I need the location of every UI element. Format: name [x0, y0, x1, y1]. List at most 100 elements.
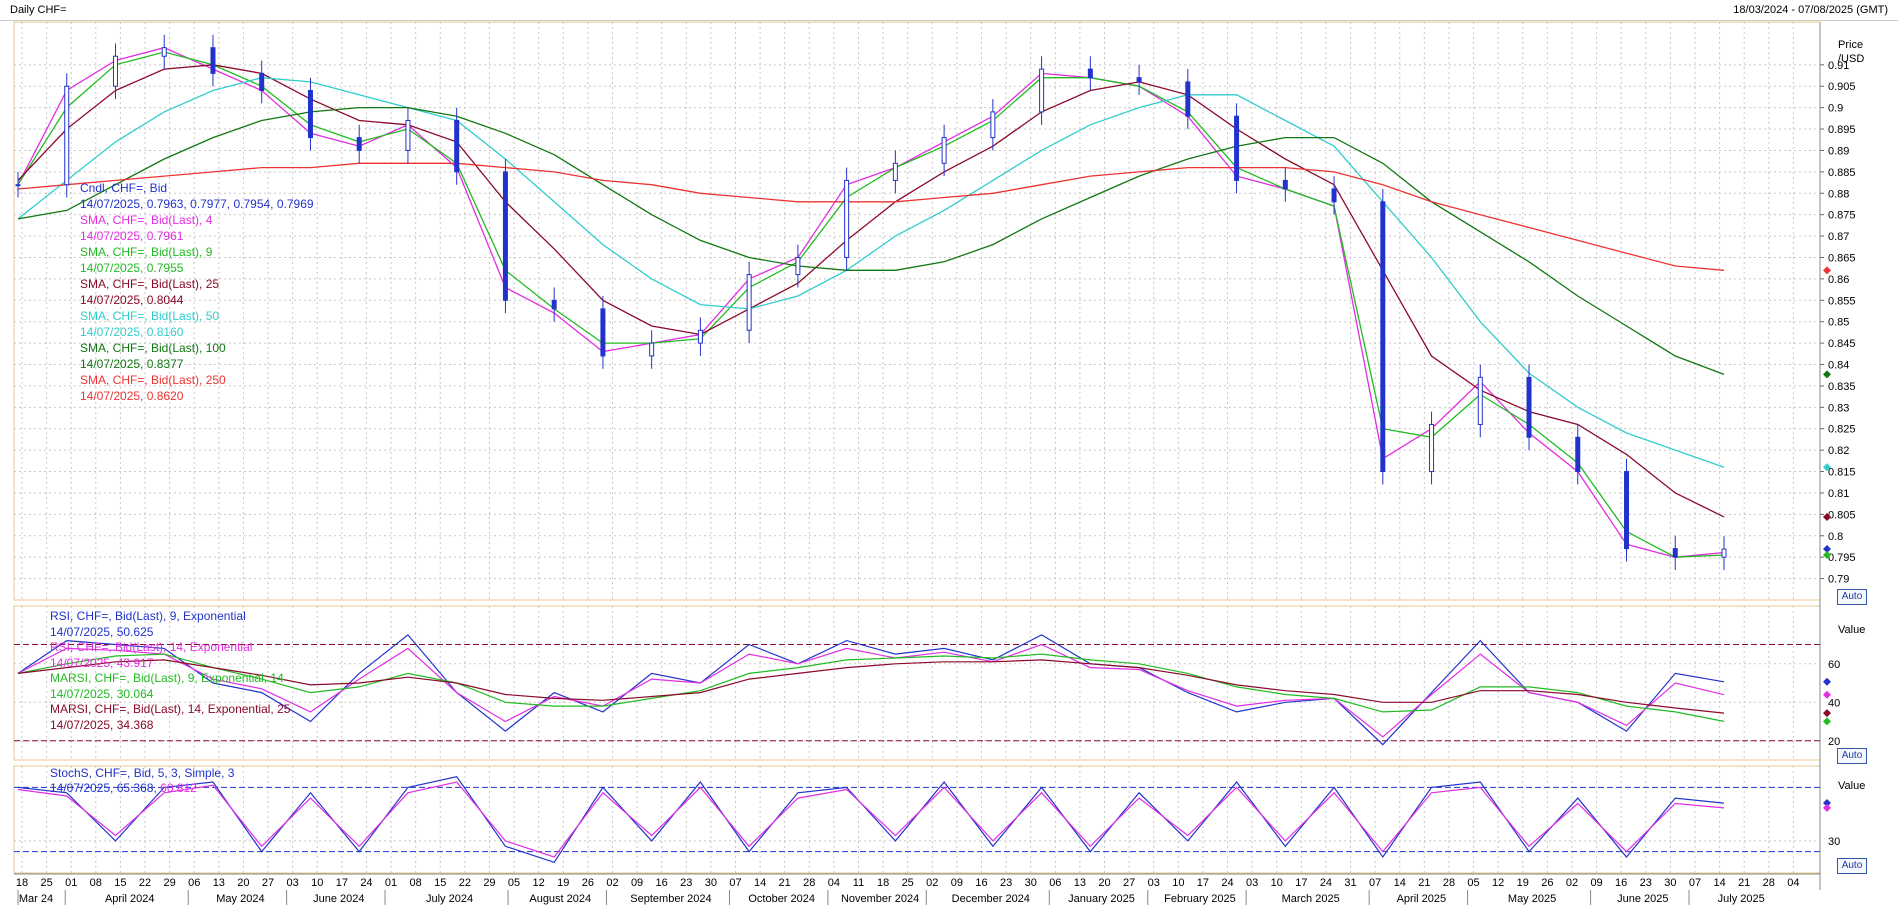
- sma-25-marker: [1823, 512, 1831, 521]
- price-auto-button[interactable]: Auto: [1837, 589, 1867, 605]
- legend-stoch-date: 14/07/2025,: [50, 781, 114, 795]
- date-tick-label: 24: [360, 877, 372, 889]
- legend-cndl-value: 14/07/2025, 0.7963, 0.7977, 0.7954, 0.79…: [80, 197, 314, 211]
- price-tick-label: 0.905: [1828, 81, 1856, 93]
- price-tick-label: 0.795: [1828, 552, 1856, 564]
- legend-sma250-value: 14/07/2025, 0.8620: [80, 389, 184, 403]
- legend-rsi9-label: RSI, CHF=, Bid(Last), 9, Exponential: [50, 609, 246, 623]
- month-label: August 2024: [529, 893, 591, 905]
- price-axis-label-line2: /USD: [1838, 53, 1865, 65]
- date-tick-label: 07: [729, 877, 741, 889]
- candle: [1624, 471, 1630, 550]
- legend-marsi14-value: 14/07/2025, 34.368: [50, 717, 154, 732]
- month-label: April 2025: [1397, 893, 1447, 905]
- date-tick-label: 22: [459, 877, 471, 889]
- stoch-k-line-marker: [1823, 799, 1831, 808]
- date-tick-label: 03: [1246, 877, 1258, 889]
- sma-250-marker: [1823, 266, 1831, 275]
- date-tick-label: 03: [287, 877, 299, 889]
- sma-100-marker: [1823, 370, 1831, 379]
- date-tick-label: 02: [606, 877, 618, 889]
- legend-rsi14-value: 14/07/2025, 43.917: [50, 655, 154, 670]
- price-tick-label: 0.79: [1828, 574, 1849, 586]
- rsi-9-line-marker: [1823, 677, 1831, 686]
- candle: [1234, 115, 1240, 181]
- legend-marsi9-label: MARSI, CHF=, Bid(Last), 9, Exponential, …: [50, 671, 284, 685]
- stoch-legend: StochS, CHF=, Bid, 5, 3, Simple, 3 14/07…: [50, 766, 234, 796]
- month-label: December 2024: [952, 893, 1030, 905]
- candle: [502, 171, 508, 301]
- date-tick-label: 21: [779, 877, 791, 889]
- candle: [1672, 548, 1678, 558]
- month-label: April 2024: [105, 893, 155, 905]
- marsi-14-line: [17, 659, 1725, 714]
- date-tick-label: 07: [1689, 877, 1701, 889]
- date-tick-label: 29: [163, 877, 175, 889]
- date-tick-label: 30: [1025, 877, 1037, 889]
- month-label: October 2024: [748, 893, 815, 905]
- month-label: November 2024: [841, 893, 919, 905]
- candle: [746, 274, 752, 331]
- date-tick-label: 30: [705, 877, 717, 889]
- legend-stoch-v2: 60.812: [160, 781, 197, 795]
- price-tick-label: 0.84: [1828, 360, 1849, 372]
- date-tick-label: 29: [483, 877, 495, 889]
- sma-4-line: [17, 47, 1725, 558]
- price-tick-label: 0.855: [1828, 295, 1856, 307]
- date-tick-label: 09: [1590, 877, 1602, 889]
- candle: [1136, 77, 1142, 83]
- stoch-tick-label: 30: [1828, 836, 1840, 848]
- date-tick-label: 18: [877, 877, 889, 889]
- date-tick-label: 10: [1271, 877, 1283, 889]
- date-tick-label: 20: [1098, 877, 1110, 889]
- date-tick-label: 21: [1418, 877, 1430, 889]
- date-tick-label: 26: [1541, 877, 1553, 889]
- candle: [1380, 201, 1386, 473]
- sma-9-marker: [1823, 551, 1831, 560]
- date-tick-label: 09: [951, 877, 963, 889]
- candle: [1185, 81, 1191, 117]
- legend-rsi9-value: 14/07/2025, 50.625: [50, 624, 154, 639]
- stoch-auto-button[interactable]: Auto: [1837, 858, 1867, 874]
- date-tick-label: 19: [557, 877, 569, 889]
- month-label: June 2024: [313, 893, 364, 905]
- legend-sma25-value: 14/07/2025, 0.8044: [80, 293, 184, 307]
- date-tick-label: 28: [1763, 877, 1775, 889]
- legend-rsi14-label: RSI, CHF=, Bid(Last), 14, Exponential: [50, 640, 253, 654]
- sma-9-line: [17, 51, 1725, 558]
- candle: [697, 329, 703, 344]
- price-tick-label: 0.825: [1828, 424, 1856, 436]
- rsi-tick-label: 20: [1828, 736, 1840, 748]
- date-tick-label: 12: [533, 877, 545, 889]
- date-tick-label: 17: [336, 877, 348, 889]
- date-tick-label: 17: [1295, 877, 1307, 889]
- date-tick-label: 25: [40, 877, 52, 889]
- price-tick-label: 0.815: [1828, 467, 1856, 479]
- sma-50-line: [17, 77, 1725, 468]
- date-tick-label: 24: [1320, 877, 1332, 889]
- date-tick-label: 24: [1221, 877, 1233, 889]
- price-tick-label: 0.83: [1828, 402, 1849, 414]
- candle: [1477, 376, 1483, 425]
- date-tick-label: 27: [262, 877, 274, 889]
- marsi-9-line-marker: [1823, 717, 1831, 726]
- candle: [551, 299, 557, 310]
- candle: [990, 111, 996, 139]
- price-tick-label: 0.82: [1828, 445, 1849, 457]
- legend-stoch-values: 14/07/2025, 65.368, 60.812: [50, 781, 234, 796]
- sma-50-marker: [1823, 463, 1831, 472]
- legend-sma4-label: SMA, CHF=, Bid(Last), 4: [80, 213, 213, 227]
- candle: [259, 72, 265, 92]
- rsi-14-line: [17, 643, 1725, 738]
- price-tick-label: 0.85: [1828, 317, 1849, 329]
- rsi-axis-label: Value: [1838, 624, 1866, 636]
- candle: [64, 85, 70, 186]
- date-tick-label: 15: [434, 877, 446, 889]
- date-tick-label: 23: [1000, 877, 1012, 889]
- legend-marsi14-label: MARSI, CHF=, Bid(Last), 14, Exponential,…: [50, 702, 291, 716]
- rsi-auto-button[interactable]: Auto: [1837, 748, 1867, 764]
- rsi-tick-label: 60: [1828, 659, 1840, 671]
- rsi-9-line: [17, 634, 1725, 746]
- date-range: 18/03/2024 - 07/08/2025 (GMT): [1733, 4, 1888, 16]
